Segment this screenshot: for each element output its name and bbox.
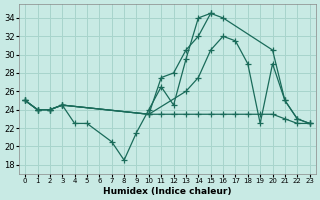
X-axis label: Humidex (Indice chaleur): Humidex (Indice chaleur) — [103, 187, 232, 196]
